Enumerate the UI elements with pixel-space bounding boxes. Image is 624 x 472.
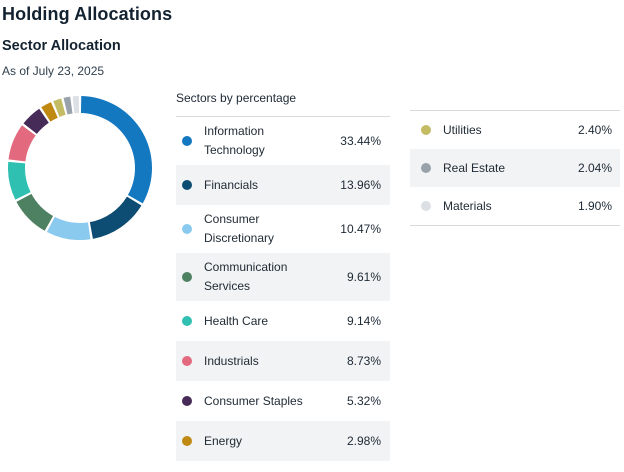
legend-row-industrials: Industrials 8.73% [176,341,390,381]
legend-label: Utilities [443,122,482,137]
legend-row-materials: Materials 1.90% [410,187,620,225]
legend-row-energy: Energy 2.98% [176,421,390,461]
donut-segment-materials [72,96,80,114]
real-estate-swatch-icon [421,163,431,173]
donut-segment-utilities [53,98,66,117]
donut-segment-real-estate [63,96,73,115]
legend-row-real-estate: Real Estate 2.04% [410,149,620,187]
health-care-swatch-icon [182,316,192,326]
donut-segment-communication-services [16,193,54,231]
legend-value: 8.73% [346,354,381,368]
legend-row-communication-services: Communication Services 9.61% [176,253,390,301]
donut-segment-information-technology [80,96,152,204]
legend-label: Communication Services [204,260,288,293]
legend-value: 1.90% [577,199,612,213]
donut-chart-svg [8,96,152,240]
legend-label: Energy [204,433,243,448]
legend-label: Industrials [204,353,259,368]
legend-title: Sectors by percentage [176,91,297,105]
legend-rows-primary: Information Technology 33.44% Financials 13… [176,116,390,461]
legend-value: 13.96% [340,178,381,192]
legend-row-consumer-discretionary: Consumer Discretionary 10.47% [176,205,390,253]
legend-value: 9.61% [346,270,381,284]
communication-services-swatch-icon [182,272,192,282]
materials-swatch-icon [421,201,431,211]
donut-segment-energy [41,102,58,122]
legend-value: 33.44% [340,134,381,148]
sector-donut-chart [8,96,152,240]
legend-row-consumer-staples: Consumer Staples 5.32% [176,381,390,421]
donut-segment-financials [89,196,142,239]
sector-legend-secondary: Utilities 2.40% Real Estate 2.04% Materials 1… [410,110,620,226]
page-title: Holding Allocations [2,4,173,24]
legend-label: Health Care [204,313,269,328]
legend-row-financials: Financials 13.96% [176,165,390,205]
information-technology-swatch-icon [182,136,192,146]
consumer-discretionary-swatch-icon [182,224,192,234]
donut-segment-consumer-staples [23,108,49,134]
legend-label: Materials [443,198,492,213]
energy-swatch-icon [182,436,192,446]
legend-value: 2.04% [577,161,612,175]
legend-row-health-care: Health Care 9.14% [176,301,390,341]
section-title: Sector Allocation [2,38,121,54]
legend-value: 2.98% [346,434,381,448]
legend-label: Real Estate [443,160,506,175]
donut-segment-industrials [8,125,36,162]
donut-segment-health-care [8,161,31,200]
sector-legend-primary: Sectors by percentage Information Techno… [176,91,390,461]
financials-swatch-icon [182,180,192,190]
legend-row-utilities: Utilities 2.40% [410,111,620,149]
legend-label: Financials [204,177,259,192]
legend-label: Consumer Discretionary [204,212,275,245]
industrials-swatch-icon [182,356,192,366]
donut-segment-consumer-discretionary [46,216,91,240]
legend-label: Consumer Staples [204,393,303,408]
legend-label: Information Technology [204,124,265,157]
legend-value: 9.14% [346,314,381,328]
legend-value: 2.40% [577,123,612,137]
legend-value: 5.32% [346,394,381,408]
legend-value: 10.47% [340,222,381,236]
utilities-swatch-icon [421,125,431,135]
as-of-date: As of July 23, 2025 [2,64,105,78]
consumer-staples-swatch-icon [182,396,192,406]
legend-row-information-technology: Information Technology 33.44% [176,117,390,165]
